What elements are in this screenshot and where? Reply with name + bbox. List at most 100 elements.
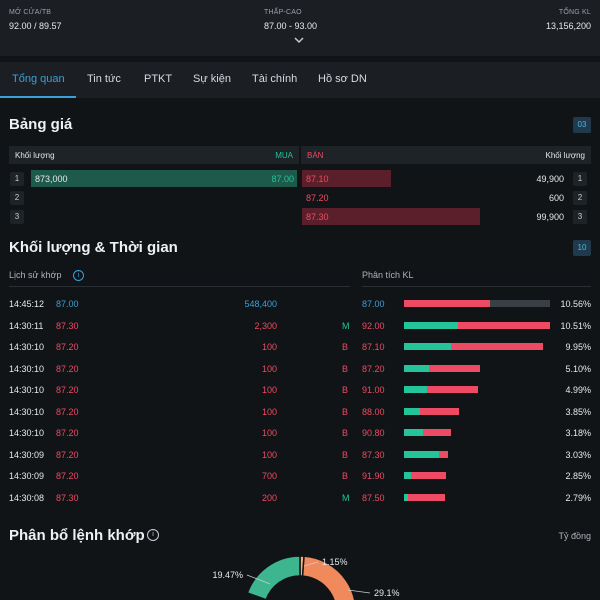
trade-price: 87.20 (56, 428, 79, 438)
trade-side: B (342, 363, 349, 374)
analysis-price: 87.50 (362, 492, 385, 503)
volume-time-badge[interactable]: 10 (573, 240, 591, 256)
row-index: 3 (10, 210, 24, 224)
trade-volume: 700 (261, 471, 277, 481)
tab-news[interactable]: Tin tức (87, 73, 121, 85)
buy-volume-bar (404, 321, 458, 329)
trade-volume: 100 (261, 342, 277, 352)
analysis-percent: 9.95% (565, 342, 591, 352)
analysis-percent: 3.85% (565, 406, 591, 417)
analysis-percent: 10.56% (560, 299, 591, 309)
tab-company-profile[interactable]: Hồ sơ DN (318, 73, 367, 85)
trade-time: 14:30:10 (9, 342, 45, 352)
low-high-value: 87.00 - 93.00 (264, 21, 318, 31)
analysis-price: 87.30 (362, 449, 385, 460)
analysis-price: 91.00 (362, 385, 385, 395)
row-index: 1 (10, 172, 24, 186)
leader-line (347, 589, 371, 594)
trade-time: 14:30:09 (9, 471, 45, 481)
table-row: 14:30:10 87.20 100 B 87.20 5.10% (0, 360, 600, 381)
analysis-percent: 4.99% (565, 385, 591, 395)
open-avg-value: 92.00 / 89.57 (9, 21, 62, 31)
sell-volume-bar (408, 493, 445, 501)
orderbook-sell-header: BÁN Khối lượng (301, 146, 591, 164)
trade-volume: 2,300 (254, 320, 277, 331)
trade-price: 87.00 (56, 299, 79, 309)
orderbook-title: Bảng giá (9, 116, 73, 133)
buy-volume-bar (404, 386, 427, 393)
analysis-percent: 2.85% (565, 471, 591, 481)
analysis-percent: 5.10% (565, 363, 591, 374)
active-tab-underline (0, 96, 76, 98)
unit-label: Tỷ đồng (558, 531, 591, 541)
trade-price: 87.30 (56, 492, 79, 503)
analysis-price: 88.00 (362, 406, 385, 417)
distribution-title: Phân bổ lệnh khớp (9, 527, 145, 544)
trade-time: 14:30:10 (9, 385, 45, 395)
sell-price[interactable]: 87.20 (306, 193, 329, 203)
analysis-percent: 2.79% (565, 492, 591, 503)
tab-financials[interactable]: Tài chính (252, 73, 298, 85)
trade-time: 14:30:10 (9, 363, 45, 374)
sell-volume-bar (429, 364, 480, 372)
trade-time: 14:30:09 (9, 449, 45, 460)
trade-side: B (342, 342, 349, 352)
sell-volume-bar (411, 472, 446, 479)
table-row: 14:30:08 87.30 200 M 87.50 2.79% (0, 489, 600, 510)
trade-side: M (342, 320, 350, 331)
orderbook-buy-header: Khối lượng MUA (9, 146, 299, 164)
sell-volume-bar (439, 450, 448, 458)
orderbook-badge[interactable]: 03 (573, 117, 591, 133)
trade-volume: 100 (261, 385, 277, 395)
trade-volume: 100 (261, 449, 277, 460)
trade-time: 14:45:12 (9, 299, 45, 309)
match-history-label: Lịch sử khớp (9, 270, 62, 280)
trade-volume: 100 (261, 363, 277, 374)
trade-price: 87.30 (56, 320, 79, 331)
buy-price[interactable]: 87.00 (271, 174, 294, 184)
distribution-info-icon[interactable]: i (147, 529, 159, 541)
tab-technical[interactable]: PTKT (144, 73, 173, 85)
trade-price: 87.20 (56, 342, 79, 352)
sell-volume-bar (427, 386, 478, 393)
trade-side: B (342, 471, 349, 481)
trade-price: 87.20 (56, 471, 79, 481)
leader-line (303, 561, 319, 567)
low-high-label: THẤP-CAO (264, 9, 302, 16)
chevron-down-icon[interactable] (294, 36, 304, 44)
tab-overview[interactable]: Tổng quan (12, 73, 65, 85)
trade-price: 87.20 (56, 363, 79, 374)
trade-time: 14:30:10 (9, 406, 45, 417)
table-row: 14:30:10 87.20 100 B 91.00 4.99% (0, 381, 600, 402)
trade-side: B (342, 385, 349, 395)
sell-price[interactable]: 87.10 (306, 174, 329, 184)
row-index: 2 (10, 191, 24, 205)
slice-label-small: 1.15% (322, 557, 348, 567)
sell-volume-header: Khối lượng (545, 151, 585, 160)
analysis-percent: 3.03% (565, 449, 591, 460)
history-divider (9, 286, 350, 287)
table-row: 14:30:09 87.20 700 B 91.90 2.85% (0, 467, 600, 488)
trade-volume: 200 (261, 492, 277, 503)
sell-volume-bar (404, 300, 490, 307)
row-index-right: 3 (573, 210, 587, 224)
tab-events[interactable]: Sự kiện (193, 73, 231, 85)
analysis-percent: 10.51% (560, 320, 591, 331)
info-icon[interactable]: i (73, 270, 84, 281)
tab-bar: Tổng quan Tin tức PTKT Sự kiện Tài chính… (0, 62, 600, 98)
sell-header: BÁN (307, 151, 324, 160)
donut-slice-right (301, 555, 356, 600)
sell-volume: 600 (548, 193, 564, 203)
trade-price: 87.20 (56, 449, 79, 460)
trade-price: 87.20 (56, 406, 79, 417)
buy-volume-bar (404, 429, 423, 436)
buy-volume-bar (404, 472, 411, 479)
total-volume-label: TỔNG KL (558, 9, 591, 16)
analysis-price: 87.20 (362, 363, 385, 374)
sell-price[interactable]: 87.30 (306, 212, 329, 222)
buy-volume-bar (404, 493, 408, 501)
distribution-donut-chart: 19.47% 1.15% 29.1% (212, 555, 400, 600)
trade-time: 14:30:11 (9, 320, 44, 331)
row-index-right: 2 (573, 191, 587, 205)
trade-volume: 548,400 (244, 299, 277, 309)
